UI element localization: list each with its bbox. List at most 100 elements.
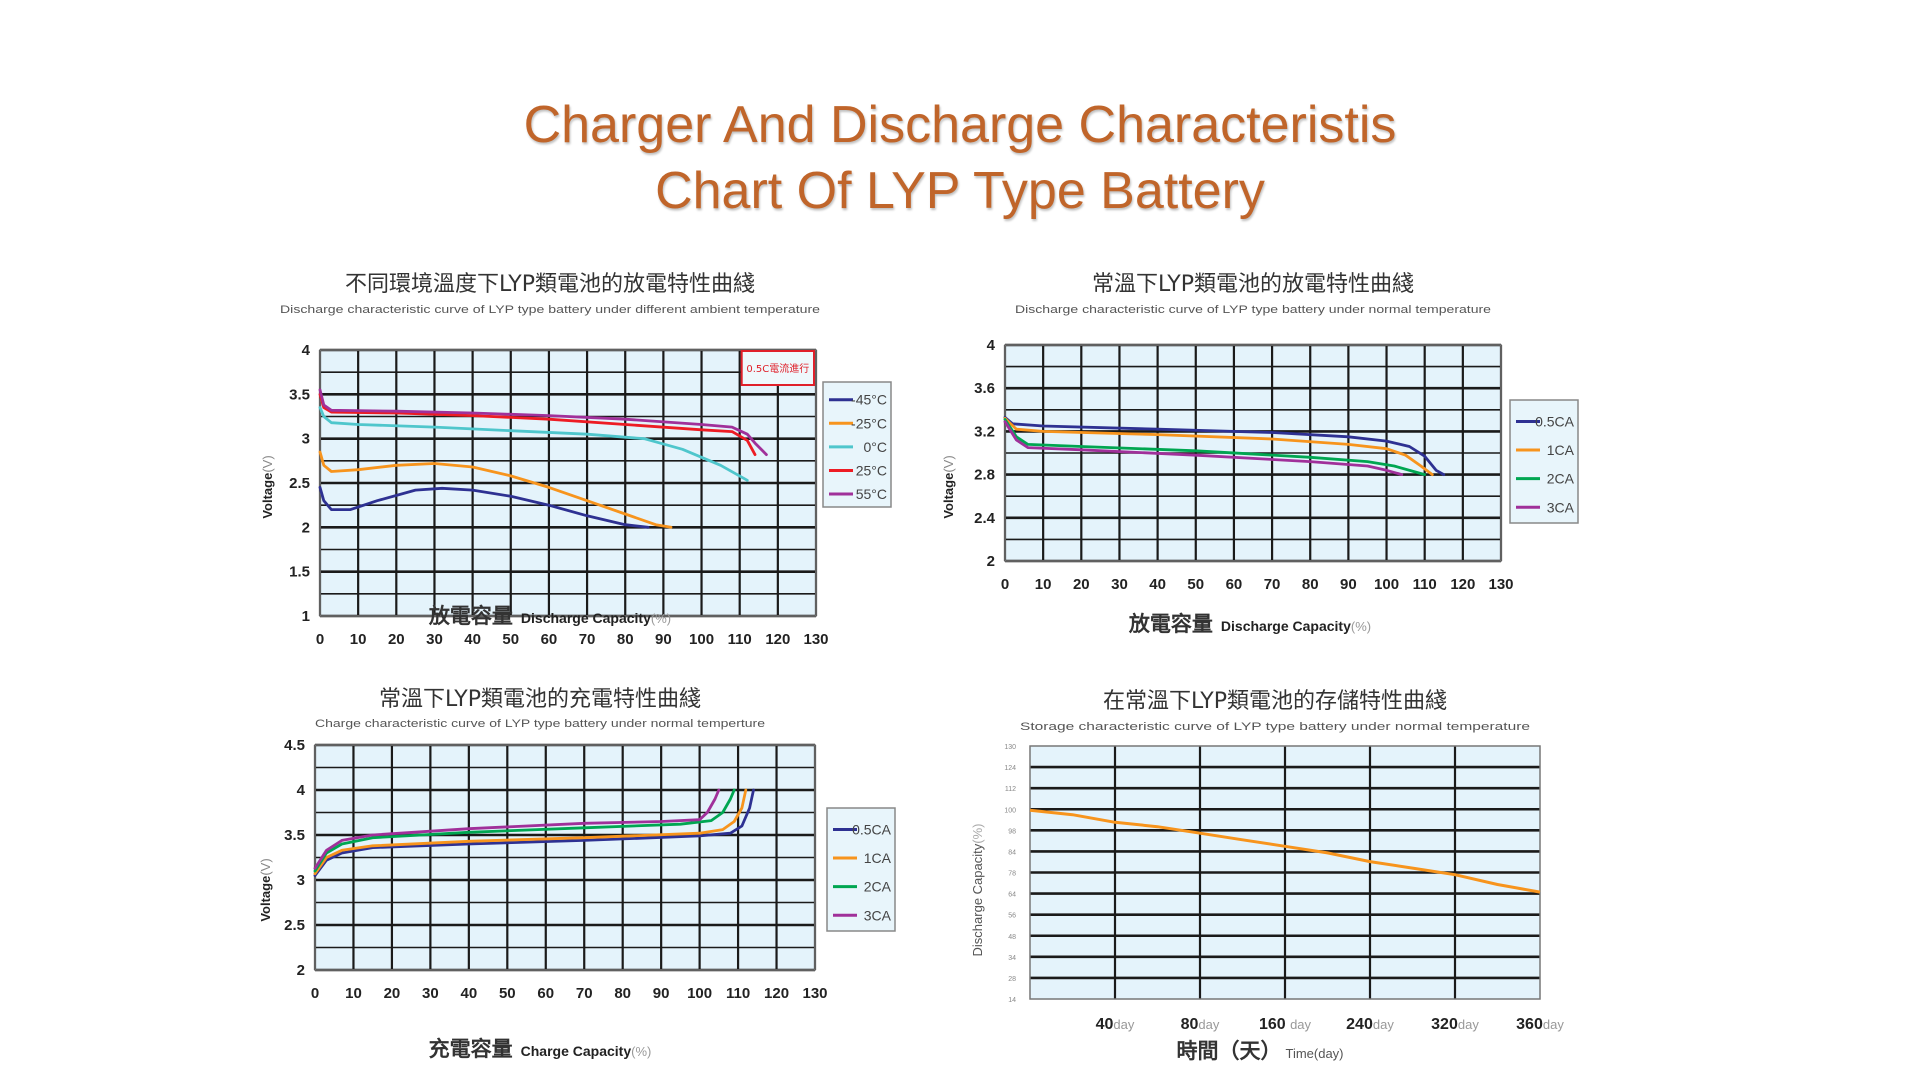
- series-line: [318, 450, 673, 529]
- x-tick-label: 130: [1488, 576, 1513, 593]
- legend-item: 2CA: [1516, 471, 1575, 487]
- x-tick-label: 10: [1035, 576, 1052, 593]
- legend-item: 1CA: [1516, 442, 1575, 458]
- x-tick-label: 10: [350, 631, 367, 648]
- x-tick-label: 80: [614, 985, 631, 1002]
- chart-storage: 在常溫下LYP類電池的存儲特性曲綫 Storage characteristic…: [970, 689, 1564, 1063]
- y-tick-label: 14: [1008, 997, 1016, 1004]
- main-title-line-1: Charger And Discharge Characteristis: [523, 96, 1397, 154]
- y-tick-label: 2.5: [284, 917, 305, 934]
- legend-item: -25°C: [829, 415, 887, 431]
- series-line: [318, 392, 757, 456]
- chart-temperature-discharge: 不同環境溫度下LYP類電池的放電特性曲綫 Discharge character…: [260, 272, 892, 648]
- plot-border: [1004, 344, 1502, 562]
- x-tick-label: 60: [541, 631, 558, 648]
- legend-item: 0°C: [829, 439, 887, 455]
- chart-title-cn: 不同環境溫度下LYP類電池的放電特性曲綫: [345, 272, 755, 297]
- legend-label: 3CA: [1547, 499, 1575, 515]
- y-tick-label: 3: [297, 872, 305, 889]
- y-tick-label: 1.5: [289, 564, 310, 581]
- x-tick-label: 40: [1149, 576, 1166, 593]
- x-tick-label: 110: [728, 631, 752, 648]
- chart-rate-discharge: 常溫下LYP類電池的放電特性曲綫 Discharge characteristi…: [941, 272, 1579, 636]
- legend-label: -25°C: [851, 415, 887, 431]
- annotation-rect: [740, 350, 816, 386]
- plot-area: 14 28 34 48 56 64 78 84 98 100 112 124 130 40day 80day…: [1004, 744, 1564, 1033]
- x-tick-label: 100: [689, 631, 714, 648]
- legend-item: 55°C: [829, 486, 887, 502]
- x-tick-label: 10: [345, 985, 362, 1002]
- legend-item: 0.5CA: [833, 821, 892, 837]
- y-axis-label: Discharge Capacity(%): [970, 824, 985, 957]
- y-tick-label: 28: [1008, 976, 1016, 983]
- chart-title-en: Charge characteristic curve of LYP type …: [315, 718, 765, 730]
- legend: -45°C -25°C 0°C 25°C 55°C: [822, 381, 892, 508]
- y-tick-label: 2: [987, 553, 995, 570]
- y-tick-label: 130: [1004, 744, 1016, 751]
- x-tick-label: 40: [464, 631, 481, 648]
- x-tick-label: 240day: [1346, 1016, 1394, 1033]
- y-tick-label: 78: [1008, 871, 1016, 878]
- annotation-text: 0.5C電流進行: [746, 362, 809, 375]
- series-line: [1003, 417, 1434, 476]
- legend-label: 2CA: [1547, 471, 1575, 487]
- series-line: [318, 486, 650, 529]
- legend-box: [822, 381, 892, 508]
- y-tick-label: 1: [302, 608, 310, 625]
- x-tick-label: 320day: [1431, 1016, 1479, 1033]
- y-tick-label: 4: [987, 337, 996, 354]
- y-tick-label: 48: [1008, 934, 1016, 941]
- plot-border: [319, 349, 817, 617]
- x-tick-label: 20: [1073, 576, 1090, 593]
- x-tick-label: 80: [1302, 576, 1319, 593]
- x-tick-label: 0: [1001, 576, 1009, 593]
- series-line: [313, 788, 748, 876]
- y-tick-label: 2.5: [289, 475, 310, 492]
- x-tick-label: 360day: [1516, 1016, 1564, 1033]
- y-axis-label: Voltage(V): [260, 455, 275, 518]
- x-tick-label: 30: [426, 631, 443, 648]
- legend-label: 2CA: [864, 879, 892, 895]
- x-tick-label: 50: [1187, 576, 1204, 593]
- legend-label: 3CA: [864, 907, 892, 923]
- legend: 0.5CA 1CA 2CA 3CA: [1509, 399, 1579, 524]
- chart-title-cn: 常溫下LYP類電池的放電特性曲綫: [1092, 272, 1414, 297]
- legend: 0.5CA 1CA 2CA 3CA: [826, 807, 896, 932]
- chart-title-en: Storage characteristic curve of LYP type…: [1020, 721, 1530, 733]
- y-axis-label: Voltage(V): [258, 858, 273, 921]
- x-tick-label: 110: [726, 985, 750, 1002]
- x-tick-label: 100: [687, 985, 712, 1002]
- legend-label: 0°C: [864, 439, 888, 455]
- series-line: [1003, 420, 1404, 476]
- x-tick-label: 100: [1374, 576, 1399, 593]
- legend-label: 0.5CA: [1535, 413, 1575, 429]
- plot-border: [314, 744, 816, 971]
- x-tick-label: 50: [502, 631, 519, 648]
- y-axis-label: Voltage(V): [941, 455, 956, 518]
- x-tick-label: 90: [655, 631, 672, 648]
- legend-item: 25°C: [829, 462, 887, 478]
- legend-item: 1CA: [833, 850, 892, 866]
- x-tick-label: 120: [1450, 576, 1475, 593]
- x-tick-label: 80: [617, 631, 634, 648]
- y-tick-label: 3.5: [289, 386, 310, 403]
- x-tick-label: 60: [537, 985, 554, 1002]
- plot-area: 0 10 20 30 40 50 60 70 80 90 100 110 120 130 2 2.4 2.8 3.…: [974, 337, 1513, 593]
- y-tick-label: 124: [1004, 765, 1016, 772]
- y-tick-label: 34: [1008, 955, 1016, 962]
- x-tick-label: 80day: [1181, 1016, 1220, 1033]
- legend-item: 2CA: [833, 879, 892, 895]
- series-line: [1003, 418, 1427, 476]
- series-line: [318, 406, 749, 482]
- x-tick-label: 20: [388, 631, 405, 648]
- y-tick-label: 4: [297, 782, 306, 799]
- x-axis-label: 時間（天） Time(day): [1176, 1039, 1343, 1063]
- x-tick-label: 130: [803, 631, 828, 648]
- series-line: [313, 788, 755, 877]
- chart-rate-charge: 常溫下LYP類電池的充電特性曲綫 Charge characteristic c…: [258, 687, 896, 1061]
- y-tick-label: 56: [1008, 913, 1016, 920]
- x-tick-label: 90: [653, 985, 670, 1002]
- x-tick-label: 70: [576, 985, 593, 1002]
- legend-label: 55°C: [856, 486, 887, 502]
- y-tick-label: 4: [302, 342, 311, 359]
